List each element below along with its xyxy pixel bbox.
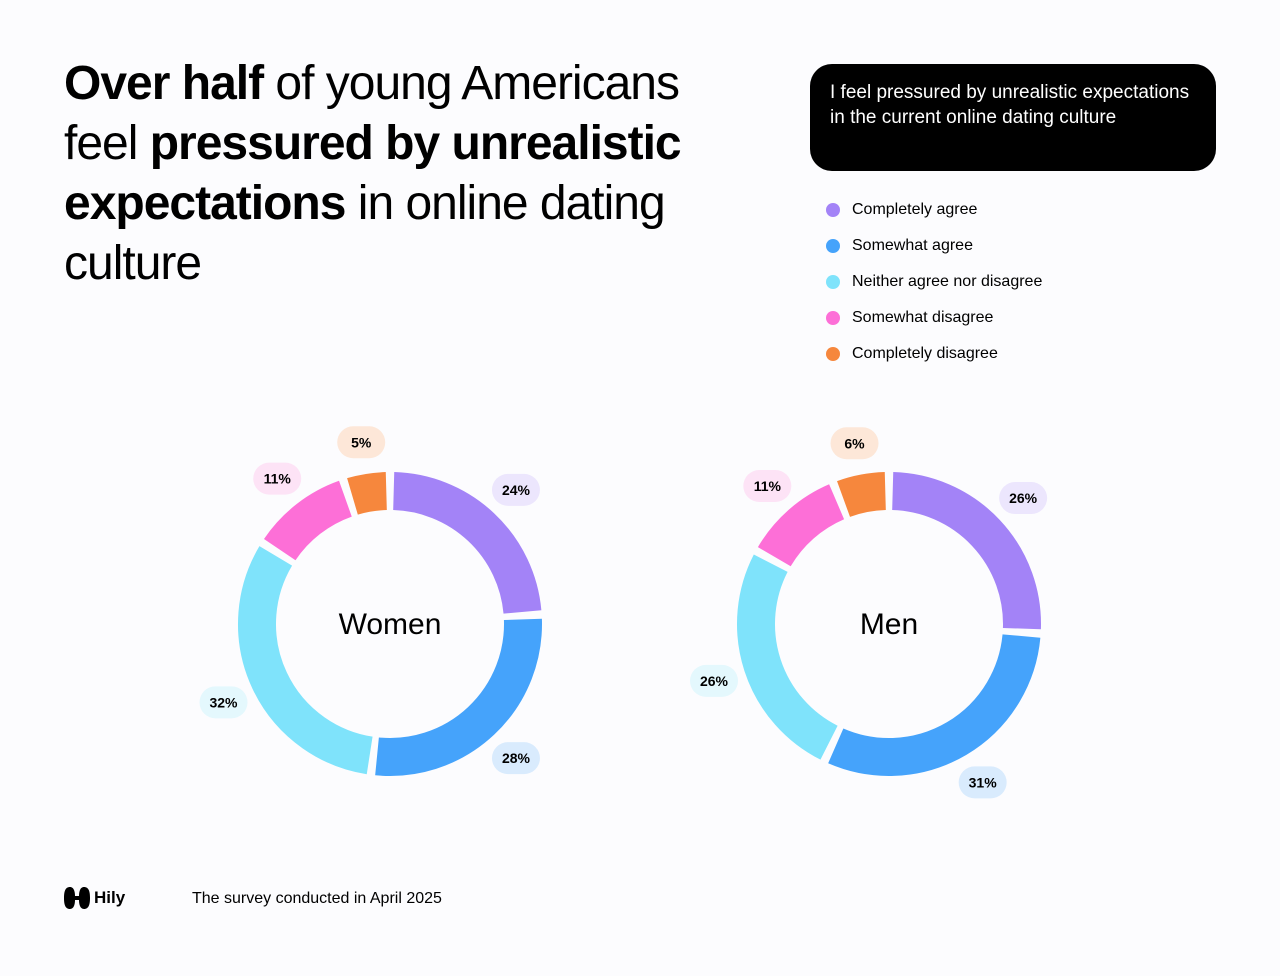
survey-question: I feel pressured by unrealistic expectat… [810, 64, 1216, 171]
headline-bold-3: pressured by unrealistic expectations [64, 117, 682, 230]
donut-segment-women-2 [238, 546, 373, 775]
donut-segment-women-4 [347, 472, 388, 515]
headline: Over half of young Americans feel pressu… [64, 54, 764, 294]
legend-label: Completely agree [852, 201, 978, 218]
donut-segment-women-0 [392, 472, 542, 615]
legend-label: Somewhat agree [852, 237, 973, 254]
legend-item: Completely disagree [826, 336, 1042, 372]
donut-segment-men-2 [737, 554, 839, 760]
headline-bold-1: Over half [64, 57, 264, 110]
value-label-pill [743, 469, 792, 502]
value-label: 26% [999, 482, 1048, 515]
headline-text-2: of young Americans feel [64, 57, 680, 170]
legend-item: Somewhat disagree [826, 300, 1042, 336]
value-label-pill [830, 427, 879, 460]
value-label-pill [491, 742, 540, 775]
value-label-text: 24% [502, 482, 531, 498]
legend-item: Somewhat agree [826, 228, 1042, 264]
value-label: 26% [690, 664, 739, 697]
value-label-pill [999, 482, 1048, 515]
donut-segment-men-3 [757, 484, 845, 567]
value-label: 32% [199, 686, 248, 719]
value-label: 5% [337, 426, 386, 459]
value-label-pill [199, 686, 248, 719]
hily-logo-text: Hily [94, 888, 126, 907]
value-label: 11% [743, 469, 792, 502]
legend-label: Completely disagree [852, 345, 998, 362]
legend-dot [826, 239, 840, 253]
value-label-pill [958, 766, 1007, 799]
value-label: 31% [958, 766, 1007, 799]
donut-center-title: Women [339, 608, 442, 641]
value-label-pill [253, 462, 302, 495]
value-label: 24% [491, 473, 540, 506]
headline-text-4: in online dating culture [64, 177, 666, 290]
legend-item: Neither agree nor disagree [826, 264, 1042, 300]
value-label-text: 26% [700, 673, 729, 689]
value-label-text: 5% [351, 434, 372, 450]
donut-segment-men-0 [891, 472, 1041, 630]
donut-segment-men-1 [828, 633, 1041, 776]
value-label: 28% [491, 742, 540, 775]
value-label-pill [491, 473, 540, 506]
legend-label: Neither agree nor disagree [852, 273, 1043, 290]
legend-dot [826, 203, 840, 217]
value-label-text: 32% [209, 694, 238, 710]
value-label-text: 11% [754, 478, 782, 494]
legend-item: Completely agree [826, 192, 1042, 228]
hily-logo-icon [64, 887, 90, 909]
donut-center-title: Men [860, 608, 918, 641]
value-label: 6% [830, 427, 879, 460]
survey-date-note: The survey conducted in April 2025 [192, 890, 442, 907]
donut-segment-men-4 [837, 472, 887, 518]
value-label-text: 26% [1009, 490, 1038, 506]
value-label-pill [337, 426, 386, 459]
value-label-text: 6% [844, 435, 865, 451]
value-label-text: 11% [264, 471, 292, 487]
hily-logo: Hily [64, 886, 125, 910]
value-label-text: 28% [502, 750, 531, 766]
donut-segment-women-1 [375, 618, 542, 776]
value-label: 11% [253, 462, 302, 495]
legend-dot [826, 275, 840, 289]
donut-segment-women-3 [263, 480, 353, 561]
value-label-text: 31% [969, 774, 998, 790]
legend-dot [826, 311, 840, 325]
legend: Completely agree Somewhat agree Neither … [826, 192, 1042, 372]
legend-label: Somewhat disagree [852, 309, 994, 326]
legend-dot [826, 347, 840, 361]
value-label-pill [690, 664, 739, 697]
